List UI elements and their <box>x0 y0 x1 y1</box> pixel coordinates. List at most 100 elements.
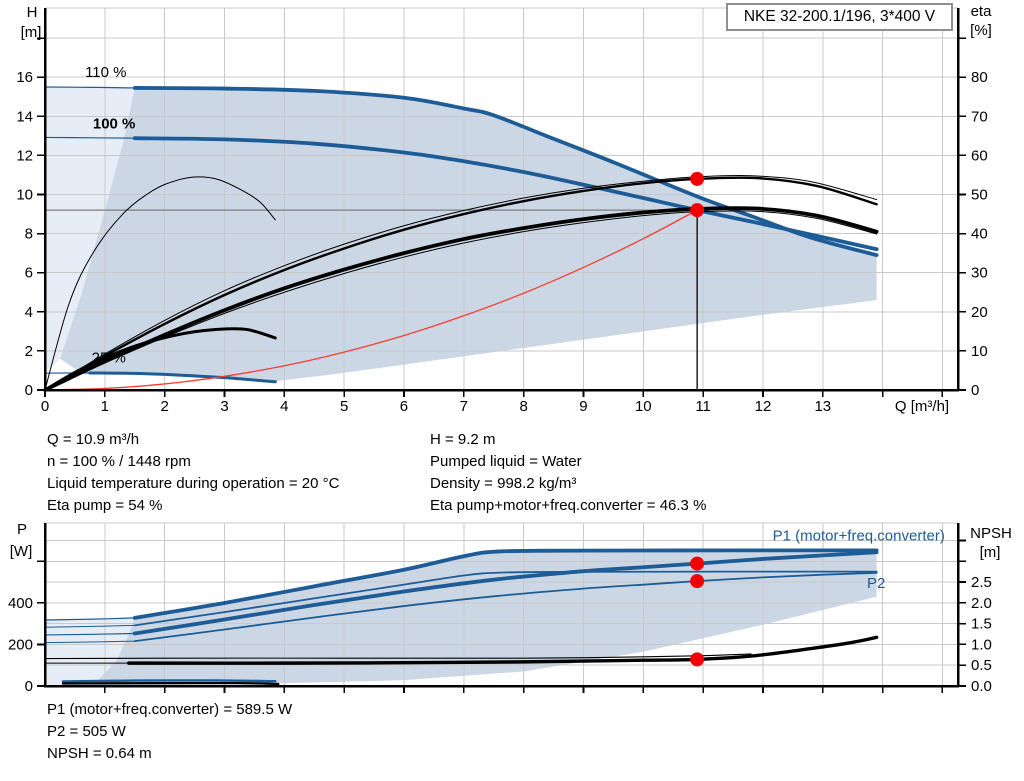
envelope-main <box>92 550 877 686</box>
op-point-qh[interactable] <box>690 203 705 218</box>
eta-total-25-curve <box>43 327 277 392</box>
qh-110-min-curve <box>44 86 136 89</box>
curve-label: P1 (motor+freq.converter) <box>773 528 945 545</box>
operating-point-info-right: H = 9.2 m Pumped liquid = Water Density = … <box>430 429 706 517</box>
info-line: n = 100 % / 1448 rpm <box>47 453 191 470</box>
op-point-npsh[interactable] <box>690 652 705 667</box>
svg-text:20: 20 <box>971 304 988 321</box>
op-point-p1[interactable] <box>690 556 705 571</box>
curve-label: 25 % <box>92 350 126 367</box>
qh-eta-chart: 110 %100 %25 %0 1 2 3 4 5 6 7 8 9 10 11 12 1302468101… <box>16 7 988 415</box>
svg-text:0: 0 <box>25 382 33 399</box>
svg-text:5: 5 <box>340 398 348 415</box>
svg-text:7: 7 <box>460 398 468 415</box>
h-axis-label: H <box>26 4 38 21</box>
svg-text:8: 8 <box>519 398 527 415</box>
info-line: Q = 10.9 m³/h <box>47 431 140 448</box>
op-point-p2[interactable] <box>690 574 705 589</box>
svg-text:10: 10 <box>971 343 988 360</box>
svg-text:8: 8 <box>25 226 33 243</box>
info-line: H = 9.2 m <box>430 431 496 448</box>
op-point-eta[interactable] <box>690 171 705 186</box>
svg-text:12: 12 <box>755 398 772 415</box>
pump-model-title: NKE 32-200.1/196, 3*400 V <box>726 3 953 31</box>
qh-100-min-curve <box>44 136 136 139</box>
svg-text:2.5: 2.5 <box>971 574 992 591</box>
svg-text:6: 6 <box>25 265 33 282</box>
eta-axis-label: eta <box>970 3 992 20</box>
svg-text:3: 3 <box>220 398 228 415</box>
p1-110-curve <box>132 548 879 620</box>
power-npsh-info: P1 (motor+freq.converter) = 589.5 W P2 = … <box>47 699 292 765</box>
svg-text:12: 12 <box>16 147 33 164</box>
p-25-curve <box>61 679 277 683</box>
svg-text:14: 14 <box>16 108 33 125</box>
p-axis-label: P <box>16 521 27 538</box>
p2-110-min-curve <box>44 624 136 628</box>
system-curve-curve <box>44 209 698 391</box>
info-line: Eta pump = 54 % <box>47 497 163 514</box>
svg-text:16: 16 <box>16 69 33 86</box>
npsh-25-curve <box>61 681 280 686</box>
svg-text:13: 13 <box>814 398 831 415</box>
info-line: Pumped liquid = Water <box>430 453 582 470</box>
npsh-axis-unit: [m] <box>979 544 1001 561</box>
curve-label: 110 % <box>85 64 126 81</box>
p-axis-unit: [W] <box>9 543 33 560</box>
npsh-axis-label: NPSH <box>970 525 1012 542</box>
q-axis-label: Q [m³/h] <box>894 398 950 415</box>
qh-25-curve <box>88 371 277 384</box>
svg-text:2.0: 2.0 <box>971 595 992 612</box>
info-line: P1 (motor+freq.converter) = 589.5 W <box>47 701 293 718</box>
svg-text:4: 4 <box>280 398 288 415</box>
info-line: NPSH = 0.64 m <box>47 745 152 762</box>
svg-text:10: 10 <box>16 187 33 204</box>
ticks <box>37 539 966 693</box>
envelope-light <box>45 86 135 374</box>
eta-pump-curve <box>43 176 878 392</box>
svg-text:30: 30 <box>971 265 988 282</box>
p2-100-min-curve <box>44 640 136 644</box>
svg-text:40: 40 <box>971 226 988 243</box>
axes <box>43 523 960 688</box>
svg-text:0.5: 0.5 <box>971 657 992 674</box>
h-axis-unit: [m] <box>20 24 42 41</box>
svg-text:0: 0 <box>25 678 33 695</box>
eta-total-curve <box>43 206 879 392</box>
ticks <box>37 37 966 397</box>
svg-text:60: 60 <box>971 147 988 164</box>
p1-110-min-curve <box>44 617 136 621</box>
info-line: Liquid temperature during operation = 20… <box>47 475 340 492</box>
p2-110-curve <box>133 570 878 627</box>
svg-text:400: 400 <box>8 595 33 612</box>
eta-pump-alt-curve <box>44 174 878 391</box>
svg-text:200: 200 <box>8 636 33 653</box>
tick-labels: 0 1 2 3 4 5 6 7 8 9 10 11 12 130246810121416010203040… <box>16 69 987 415</box>
qh-110-curve <box>132 86 879 258</box>
curve-label: P2 <box>867 575 885 592</box>
svg-text:0: 0 <box>971 382 979 399</box>
qh-100-curve <box>132 136 879 252</box>
info-line: Density = 998.2 kg/m³ <box>430 475 577 492</box>
svg-text:80: 80 <box>971 69 988 86</box>
tick-labels: 0 200 400 0.0 0.5 1.0 1.5 2.0 2.5 <box>8 574 992 695</box>
svg-text:10: 10 <box>635 398 652 415</box>
svg-text:1: 1 <box>101 398 109 415</box>
envelope-main <box>59 87 877 382</box>
svg-text:1.5: 1.5 <box>971 616 992 633</box>
npsh-100-curve <box>127 635 879 665</box>
p1-100-curve <box>132 550 879 636</box>
power-npsh-chart: P1 (motor+freq.converter) P2 0 200 400 0.0 0.5… <box>8 522 992 695</box>
operating-point-info-left: Q = 10.9 m³/h n = 100 % / 1448 rpm Liquid … <box>47 429 339 517</box>
info-line: P2 = 505 W <box>47 723 126 740</box>
svg-text:0.0: 0.0 <box>971 678 992 695</box>
svg-text:70: 70 <box>971 108 988 125</box>
eta-axis-unit: [%] <box>970 22 992 39</box>
curve-label: 100 % <box>93 115 136 132</box>
svg-text:11: 11 <box>695 398 711 415</box>
info-line: Eta pump+motor+freq.converter = 46.3 % <box>430 497 707 514</box>
axes <box>43 8 960 392</box>
eta-pump-25-curve <box>44 176 276 391</box>
svg-text:2: 2 <box>25 343 33 360</box>
